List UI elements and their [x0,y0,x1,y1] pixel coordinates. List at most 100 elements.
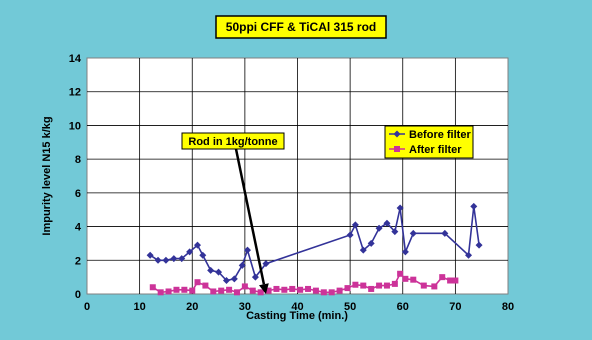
x-tick-label: 30 [239,301,251,313]
legend-marker-before-filter [393,130,401,138]
data-point-after-filter [233,289,240,296]
annotation-arrowhead [259,283,269,294]
data-point-after-filter [391,280,398,287]
legend-label-before-filter: Before filter [409,129,471,141]
y-tick-label: 10 [69,120,81,132]
data-point-after-filter [328,289,335,296]
data-point-after-filter [265,287,272,294]
data-point-after-filter [181,286,188,293]
data-point-before-filter [178,255,186,263]
data-point-before-filter [154,256,162,264]
annotation-box [181,132,285,150]
y-tick-label: 2 [75,255,81,267]
x-tick-label: 10 [134,301,146,313]
data-point-after-filter [202,282,209,289]
data-point-before-filter [346,231,354,239]
x-tick-label: 40 [291,301,303,313]
data-point-after-filter [397,270,404,277]
data-point-after-filter [410,276,417,283]
data-point-before-filter [162,256,170,264]
data-point-after-filter [431,283,438,290]
data-point-before-filter [207,266,215,274]
x-tick-label: 0 [84,301,90,313]
annotation-text: Rod in 1kg/tonne [188,136,277,148]
gridlines [87,58,508,294]
data-point-before-filter [351,221,359,229]
data-point-before-filter [375,224,383,232]
data-point-before-filter [409,229,417,237]
data-point-before-filter [194,241,202,249]
annotation: Rod in 1kg/tonne [181,132,285,294]
data-point-after-filter [149,284,156,291]
data-point-after-filter [376,282,383,289]
data-point-after-filter [420,282,427,289]
data-point-before-filter [199,251,207,259]
data-point-before-filter [441,229,449,237]
legend: Before filter After filter [384,125,474,159]
axis-ticks: 0 2 4 6 8 10 12 14 0 10 20 30 40 50 60 70 80 [69,53,514,313]
data-point-after-filter [210,288,217,295]
data-point-after-filter [173,286,180,293]
data-point-before-filter [244,246,252,254]
data-point-after-filter [336,287,343,294]
data-point-after-filter [218,287,225,294]
data-point-after-filter [297,286,304,293]
data-point-after-filter [344,285,351,292]
y-tick-label: 14 [69,53,82,65]
data-point-after-filter [368,285,375,292]
data-point-after-filter [226,286,233,293]
y-axis-title: Impurity level N15 k/kg [41,116,53,235]
data-point-after-filter [189,287,196,294]
y-tick-label: 8 [75,154,81,166]
legend-marker-after-filter [394,146,400,152]
data-point-before-filter [215,268,223,276]
data-point-after-filter [157,289,164,296]
data-point-before-filter [383,219,391,227]
y-tick-label: 4 [75,222,82,234]
data-point-after-filter [257,289,264,296]
data-point-after-filter [447,277,454,284]
data-point-after-filter [352,281,359,288]
data-point-after-filter [452,277,459,284]
data-point-after-filter [273,285,280,292]
data-point-before-filter [391,228,399,236]
data-point-before-filter [396,204,404,212]
data-point-after-filter [249,287,256,294]
data-point-after-filter [165,288,172,295]
data-point-before-filter [222,277,230,285]
y-tick-label: 12 [69,87,81,99]
chart-title-box [215,15,387,39]
data-point-after-filter [289,285,296,292]
data-point-after-filter [312,287,319,294]
data-point-before-filter [401,248,409,256]
data-point-before-filter [186,248,194,256]
x-tick-label: 20 [186,301,198,313]
x-tick-label: 50 [344,301,356,313]
data-point-before-filter [359,246,367,254]
x-tick-label: 60 [397,301,409,313]
data-point-before-filter [262,260,270,268]
x-tick-label: 70 [449,301,461,313]
y-tick-label: 6 [75,188,81,200]
y-tick-label: 0 [75,289,81,301]
data-point-after-filter [320,289,327,296]
data-point-after-filter [281,286,288,293]
data-point-after-filter [241,283,248,290]
annotation-arrow [234,148,266,285]
data-point-before-filter [251,273,259,281]
chart-title: 50ppi CFF & TiCAl 315 rod [226,20,376,34]
data-point-before-filter [146,251,154,259]
legend-label-after-filter: After filter [409,144,462,156]
data-point-before-filter [367,239,375,247]
legend-box [384,125,474,159]
data-point-after-filter [402,275,409,282]
x-axis-title: Casting Time (min.) [246,310,348,322]
data-point-before-filter [475,241,483,249]
data-point-before-filter [470,202,478,210]
data-point-before-filter [465,251,473,259]
data-point-after-filter [194,279,201,286]
data-point-after-filter [439,274,446,281]
data-point-before-filter [170,255,178,263]
